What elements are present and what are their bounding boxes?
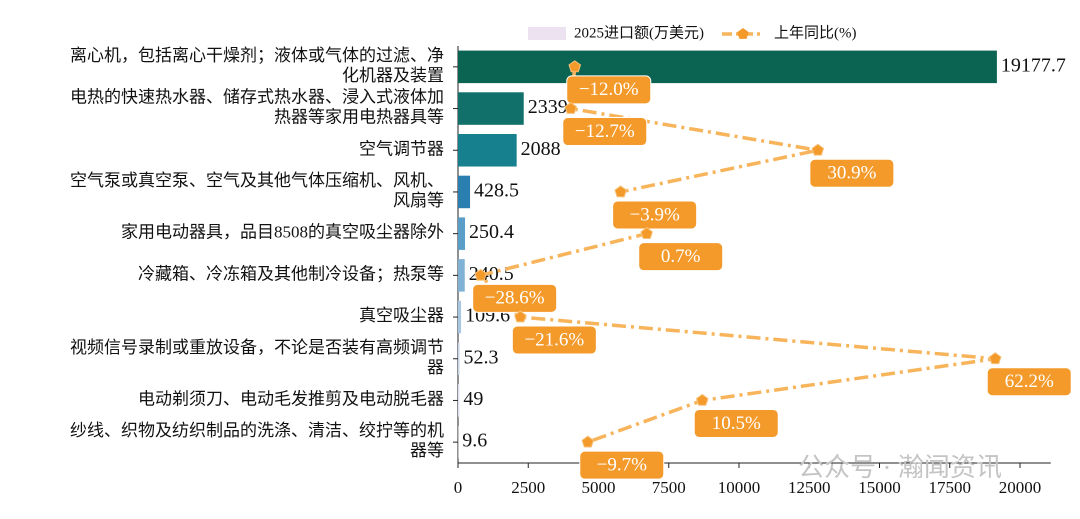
- bar-value-label: 428.5: [474, 180, 519, 202]
- line-marker: [695, 393, 709, 406]
- data-label: −21.6%: [524, 329, 584, 350]
- bar: [458, 342, 460, 376]
- bar-value-label: 2339: [528, 96, 568, 118]
- bar: [458, 259, 465, 292]
- legend-marker: [737, 28, 749, 39]
- data-label-box: [612, 200, 698, 230]
- x-tick-label: 5000: [582, 478, 616, 497]
- bar: [458, 217, 466, 250]
- x-tick-label: 10000: [718, 478, 761, 497]
- watermark: 公众号 · 瀚闻资讯: [798, 453, 1002, 482]
- bar-value-label: 2088: [521, 138, 561, 160]
- data-label-box: [472, 283, 558, 313]
- x-tick-label: 20000: [999, 478, 1042, 497]
- x-tick-label: 2500: [511, 478, 545, 497]
- data-label-box: [638, 242, 724, 272]
- data-label: 62.2%: [1005, 371, 1054, 392]
- line-marker: [640, 227, 654, 240]
- y-tick-label: 空气调节器: [359, 139, 444, 158]
- y-tick-label: 冷藏箱、冷冻箱及其他制冷设备；热泵等: [138, 264, 444, 283]
- bar: [458, 384, 460, 417]
- data-label: −12.0%: [579, 79, 639, 100]
- data-label: 30.9%: [827, 163, 876, 184]
- line-marker: [568, 60, 582, 73]
- data-label: −9.7%: [597, 455, 647, 476]
- line: [477, 66, 996, 444]
- data-label: −3.9%: [629, 204, 679, 225]
- data-label-box: [562, 117, 648, 147]
- y-tick-label: 家用电动器具，品目8508的真空吸尘器除外: [121, 223, 444, 242]
- y-tick-label: 电动剃须刀、电动毛发推剪及电动脱毛器: [138, 389, 444, 408]
- bar-value-label: 19177.7: [1001, 54, 1066, 76]
- line-marker: [988, 352, 1002, 365]
- data-label: 10.5%: [712, 413, 761, 434]
- data-label-box: [986, 367, 1072, 397]
- line-marker: [564, 101, 578, 114]
- bar: [458, 92, 524, 125]
- y-tick-label: 电热的快速热水器、储存式热水器、浸入式液体加热器等家用电热器具等: [70, 87, 444, 126]
- data-label-box: [693, 408, 779, 438]
- y-tick-label: 离心机，包括离心干燥剂；液体或气体的过滤、净化机器及装置: [70, 46, 444, 85]
- bar-value-label: 9.6: [462, 430, 487, 452]
- bar-value-label: 49: [463, 388, 483, 410]
- data-label: 0.7%: [661, 246, 701, 267]
- line-marker: [614, 185, 627, 198]
- line-marker: [474, 268, 487, 281]
- line-marker: [581, 435, 595, 448]
- x-tick-label: 0: [454, 478, 463, 497]
- data-label-box: [579, 450, 665, 480]
- data-label-box: [809, 158, 895, 188]
- y-tick-label: 纱线、织物及纺织制品的洗涤、清洁、绞拧等的机器等: [70, 421, 444, 460]
- bar-value-label: 52.3: [463, 346, 498, 368]
- x-tick-label: 12500: [788, 478, 831, 497]
- data-label: −28.6%: [485, 288, 545, 309]
- x-tick-label: 17500: [929, 478, 972, 497]
- bar: [458, 175, 471, 209]
- bar: [458, 50, 997, 84]
- legend-swatch: [528, 27, 566, 40]
- y-tick-label: 真空吸尘器: [359, 306, 444, 325]
- data-label-box: [511, 325, 597, 355]
- legend-label: 2025进口额(万美元): [574, 24, 704, 41]
- bar-value-label: 250.4: [469, 221, 514, 243]
- data-label-box: [566, 75, 652, 105]
- legend-label: 上年同比(%): [774, 24, 857, 41]
- y-tick-label: 视频信号录制或重放设备，不论是否装有高频调节器: [70, 338, 444, 377]
- bar: [458, 300, 462, 334]
- x-tick-label: 7500: [652, 478, 686, 497]
- data-label: −12.7%: [575, 121, 635, 142]
- x-tick-label: 15000: [858, 478, 901, 497]
- line-marker: [514, 310, 527, 323]
- y-tick-label: 空气泵或真空泵、空气及其他气体压缩机、风机、风扇等: [70, 171, 444, 210]
- line-marker: [811, 143, 825, 156]
- bar: [458, 133, 517, 167]
